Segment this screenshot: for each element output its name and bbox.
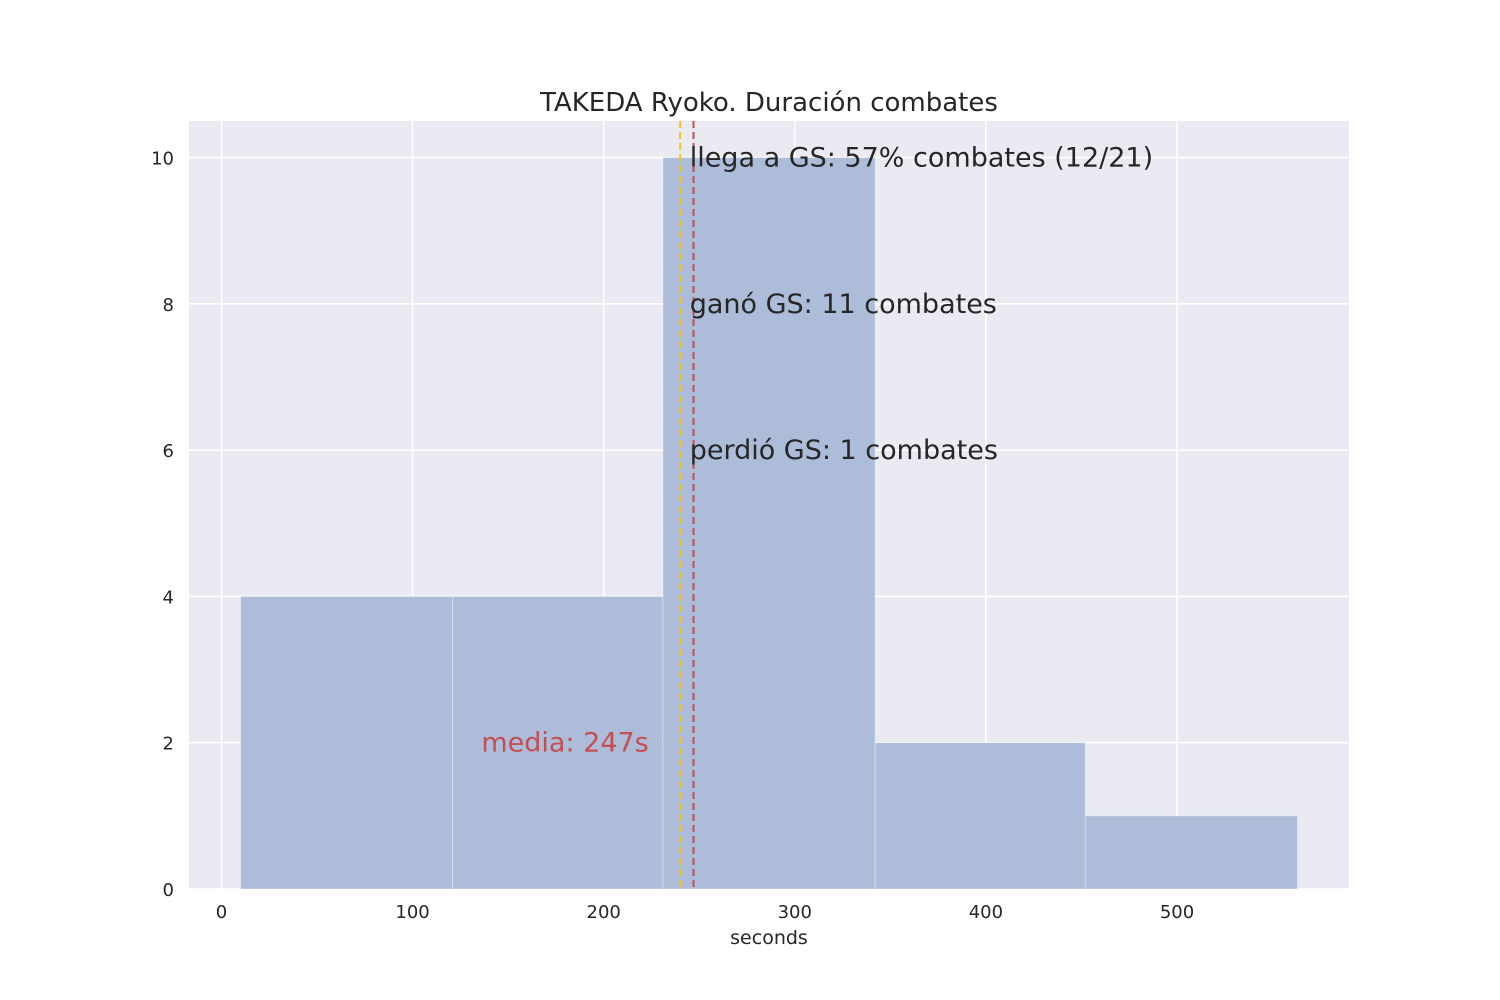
y-tick-labels: 0 2 4 6 8 10 [151, 149, 174, 901]
x-tick-label: 400 [969, 902, 1003, 923]
chart-title: TAKEDA Ryoko. Duración combates [539, 88, 998, 118]
x-tick-label: 500 [1160, 902, 1194, 923]
y-tick-label: 8 [163, 295, 174, 316]
x-tick-label: 0 [216, 902, 227, 923]
histogram-bar-4 [874, 742, 1086, 890]
x-tick-labels: 0 100 200 300 400 500 [216, 902, 1194, 923]
histogram-bar-3 [662, 157, 876, 890]
y-tick-label: 6 [163, 441, 174, 462]
y-tick-label: 4 [163, 587, 174, 608]
annotation-gano-gs: ganó GS: 11 combates [690, 289, 997, 320]
annotation-media: media: 247s [481, 728, 648, 759]
x-tick-label: 100 [395, 902, 429, 923]
annotation-perdio-gs: perdió GS: 1 combates [690, 435, 998, 466]
x-tick-label: 300 [778, 902, 812, 923]
histogram-bar-5 [1084, 815, 1298, 890]
annotations: llega a GS: 57% combates (12/21) ganó GS:… [481, 143, 1153, 759]
y-tick-label: 10 [151, 149, 174, 170]
annotation-llega-gs: llega a GS: 57% combates (12/21) [690, 143, 1153, 174]
x-tick-label: 200 [587, 902, 621, 923]
x-axis-label: seconds [730, 927, 808, 949]
histogram-bar-1 [240, 595, 454, 890]
histogram-bars [240, 157, 1298, 890]
y-tick-label: 0 [163, 880, 174, 901]
y-tick-label: 2 [163, 734, 174, 755]
vertical-lines [679, 121, 695, 889]
